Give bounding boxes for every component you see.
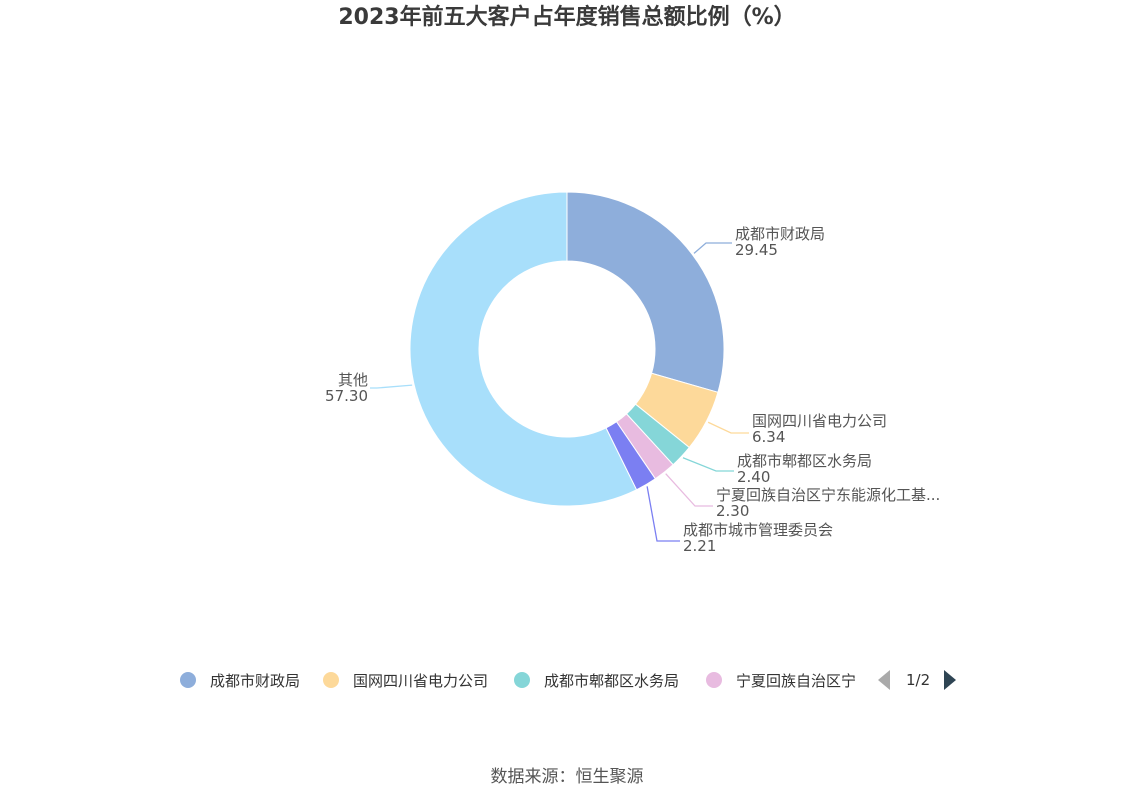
legend-dot-icon (514, 672, 530, 688)
legend-item[interactable]: 国网四川省电力公司 (323, 666, 508, 694)
legend-label: 成都市郫都区水务局 (544, 671, 680, 690)
label-leader-line (665, 473, 713, 507)
label-leader-line (370, 384, 413, 389)
slice-label-name: 国网四川省电力公司 (752, 412, 887, 430)
legend-label: 宁夏回族自治区宁 (736, 671, 857, 690)
pie-slice[interactable] (409, 191, 638, 507)
legend-pager: 1/2 (878, 666, 957, 694)
legend-dot-icon (180, 672, 196, 688)
legend-dot-icon (706, 672, 722, 688)
label-leader-line (707, 421, 749, 434)
slice-label-name: 成都市郫都区水务局 (737, 452, 872, 470)
chart-title: 2023年前五大客户占年度销售总额比例（%） (338, 5, 796, 30)
slice-label-value: 2.40 (737, 468, 770, 486)
legend-item[interactable]: 成都市郫都区水务局 (514, 666, 699, 694)
slice-label-value: 57.30 (325, 387, 368, 405)
pie-slice[interactable] (566, 191, 725, 393)
slice-label-value: 29.45 (735, 241, 778, 259)
slice-label-name: 成都市城市管理委员会 (683, 521, 833, 539)
legend-label: 国网四川省电力公司 (353, 671, 489, 690)
slice-label-value: 2.21 (683, 537, 716, 555)
chevron-right-icon[interactable] (944, 670, 957, 690)
legend-item[interactable]: 宁夏回族自治区宁 (706, 666, 870, 694)
legend-item[interactable]: 成都市财政局 (180, 666, 320, 694)
slice-label-name: 成都市财政局 (735, 225, 825, 243)
legend-dot-icon (323, 672, 339, 688)
slice-label-name: 宁夏回族自治区宁东能源化工基... (716, 486, 940, 504)
slice-label-value: 2.30 (716, 502, 749, 520)
label-leader-line (682, 457, 734, 472)
legend-label: 成都市财政局 (210, 671, 301, 690)
legend-page-indicator: 1/2 (906, 671, 931, 689)
slice-label-name: 其他 (338, 371, 368, 389)
data-source: 数据来源：恒生聚源 (490, 767, 644, 787)
label-leader-line (693, 242, 732, 254)
chart-legend: 成都市财政局 国网四川省电力公司 成都市郫都区水务局 宁夏回族自治区宁 1/2 (0, 666, 1134, 694)
chevron-left-icon[interactable] (878, 670, 890, 690)
slice-label-value: 6.34 (752, 428, 785, 446)
label-leader-line (646, 486, 680, 542)
